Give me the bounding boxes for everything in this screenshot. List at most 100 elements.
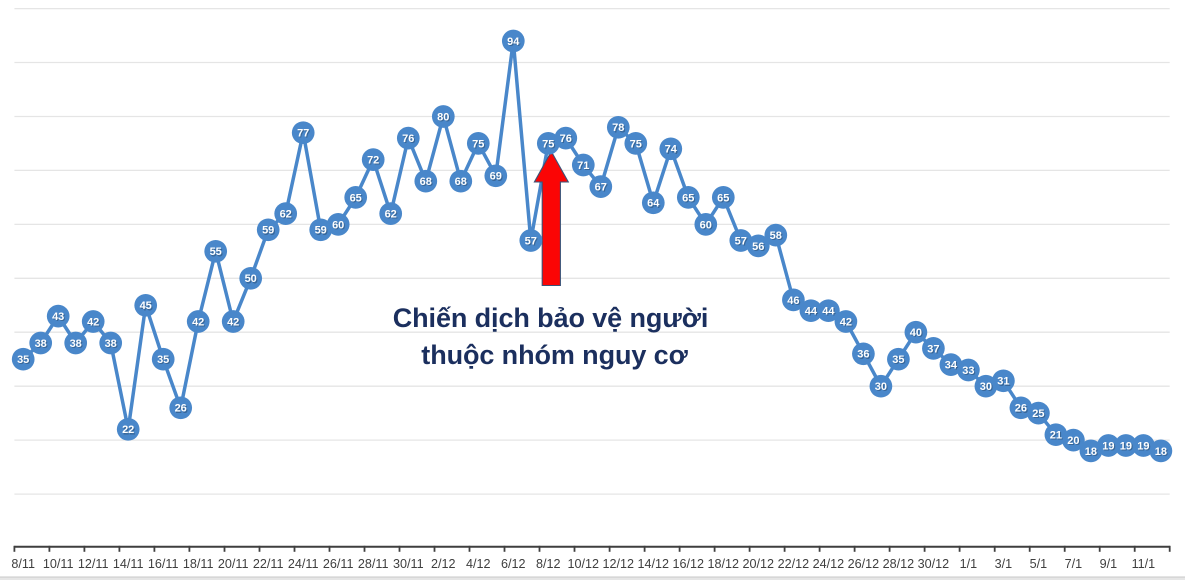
svg-text:2/12: 2/12 xyxy=(431,557,456,571)
svg-text:57: 57 xyxy=(525,235,537,247)
svg-text:46: 46 xyxy=(787,295,799,307)
svg-text:22/12: 22/12 xyxy=(778,557,810,571)
svg-text:6/12: 6/12 xyxy=(501,557,526,571)
svg-text:72: 72 xyxy=(367,155,379,167)
svg-text:24/11: 24/11 xyxy=(288,557,319,571)
svg-text:64: 64 xyxy=(647,198,660,210)
svg-text:34: 34 xyxy=(945,360,958,372)
svg-text:7/1: 7/1 xyxy=(1065,557,1083,571)
svg-text:59: 59 xyxy=(263,226,275,238)
svg-text:37: 37 xyxy=(927,343,939,355)
svg-text:76: 76 xyxy=(561,134,573,146)
svg-text:4/12: 4/12 xyxy=(466,557,491,571)
svg-text:35: 35 xyxy=(18,355,30,367)
svg-text:18: 18 xyxy=(1156,447,1168,459)
svg-text:76: 76 xyxy=(403,134,415,146)
svg-text:65: 65 xyxy=(718,193,730,205)
svg-text:43: 43 xyxy=(53,312,65,324)
svg-text:78: 78 xyxy=(612,122,624,134)
svg-text:38: 38 xyxy=(70,338,82,350)
svg-text:10/12: 10/12 xyxy=(568,557,600,571)
svg-text:56: 56 xyxy=(752,241,764,253)
svg-text:12/12: 12/12 xyxy=(603,557,635,571)
svg-text:94: 94 xyxy=(507,36,520,48)
svg-text:35: 35 xyxy=(892,354,904,366)
svg-text:42: 42 xyxy=(88,318,100,330)
svg-text:33: 33 xyxy=(962,365,974,377)
svg-text:11/1: 11/1 xyxy=(1132,557,1156,571)
svg-text:28/12: 28/12 xyxy=(883,557,915,571)
svg-text:75: 75 xyxy=(543,139,555,151)
svg-text:60: 60 xyxy=(700,219,712,231)
svg-text:68: 68 xyxy=(456,177,468,189)
svg-text:16/12: 16/12 xyxy=(673,557,705,571)
svg-text:65: 65 xyxy=(682,192,694,204)
svg-text:22/11: 22/11 xyxy=(253,557,284,571)
svg-text:42: 42 xyxy=(192,316,204,328)
svg-text:36: 36 xyxy=(858,350,870,362)
svg-text:44: 44 xyxy=(806,307,819,319)
svg-text:42: 42 xyxy=(841,318,853,330)
svg-text:45: 45 xyxy=(140,300,152,312)
svg-text:28/11: 28/11 xyxy=(358,557,389,571)
svg-text:46: 46 xyxy=(788,296,800,308)
svg-text:64: 64 xyxy=(648,199,661,211)
svg-text:75: 75 xyxy=(631,139,643,151)
svg-text:30: 30 xyxy=(980,381,992,393)
svg-text:19: 19 xyxy=(1103,442,1115,454)
svg-text:12/11: 12/11 xyxy=(78,557,109,571)
svg-text:8/11: 8/11 xyxy=(11,557,35,571)
svg-text:55: 55 xyxy=(211,247,223,259)
svg-text:69: 69 xyxy=(491,172,503,184)
svg-text:31: 31 xyxy=(998,377,1010,389)
svg-text:20/12: 20/12 xyxy=(743,557,775,571)
svg-text:thuộc nhóm nguy cơ: thuộc nhóm nguy cơ xyxy=(421,340,688,370)
svg-text:34: 34 xyxy=(946,361,959,373)
svg-text:62: 62 xyxy=(385,209,397,221)
svg-text:22: 22 xyxy=(122,424,134,436)
svg-text:94: 94 xyxy=(508,37,521,49)
svg-text:58: 58 xyxy=(770,230,782,242)
svg-text:14/11: 14/11 xyxy=(113,557,144,571)
svg-text:75: 75 xyxy=(472,138,484,150)
svg-text:24/12: 24/12 xyxy=(813,557,845,571)
svg-text:26: 26 xyxy=(1016,404,1028,416)
svg-text:16/11: 16/11 xyxy=(148,557,179,571)
svg-text:74: 74 xyxy=(665,144,678,156)
svg-text:30: 30 xyxy=(875,381,887,393)
svg-text:35: 35 xyxy=(893,355,905,367)
svg-text:38: 38 xyxy=(36,339,48,351)
svg-text:40: 40 xyxy=(911,328,923,340)
svg-text:57: 57 xyxy=(736,237,748,249)
svg-text:9/1: 9/1 xyxy=(1100,557,1118,571)
svg-text:30/12: 30/12 xyxy=(918,557,950,571)
svg-text:68: 68 xyxy=(455,176,467,188)
svg-text:69: 69 xyxy=(490,171,502,183)
svg-text:68: 68 xyxy=(420,176,432,188)
svg-text:26/12: 26/12 xyxy=(848,557,880,571)
svg-text:38: 38 xyxy=(71,339,83,351)
svg-text:42: 42 xyxy=(228,318,240,330)
svg-text:62: 62 xyxy=(386,210,398,222)
svg-text:37: 37 xyxy=(928,344,940,356)
svg-text:35: 35 xyxy=(158,355,170,367)
svg-text:18: 18 xyxy=(1086,447,1098,459)
svg-text:78: 78 xyxy=(613,123,625,135)
svg-text:26: 26 xyxy=(175,403,187,415)
svg-text:60: 60 xyxy=(701,220,713,232)
svg-text:25: 25 xyxy=(1033,409,1045,421)
svg-text:60: 60 xyxy=(332,219,344,231)
svg-text:18/12: 18/12 xyxy=(708,557,740,571)
svg-text:31: 31 xyxy=(997,376,1009,388)
svg-text:18/11: 18/11 xyxy=(183,557,214,571)
svg-text:72: 72 xyxy=(368,156,380,168)
svg-text:60: 60 xyxy=(333,220,345,232)
svg-text:80: 80 xyxy=(438,113,450,125)
svg-text:62: 62 xyxy=(280,209,292,221)
svg-text:21: 21 xyxy=(1051,431,1063,443)
svg-text:35: 35 xyxy=(157,354,169,366)
svg-text:30/11: 30/11 xyxy=(393,557,424,571)
svg-text:75: 75 xyxy=(542,138,554,150)
svg-text:67: 67 xyxy=(595,182,607,194)
svg-text:80: 80 xyxy=(437,111,449,123)
